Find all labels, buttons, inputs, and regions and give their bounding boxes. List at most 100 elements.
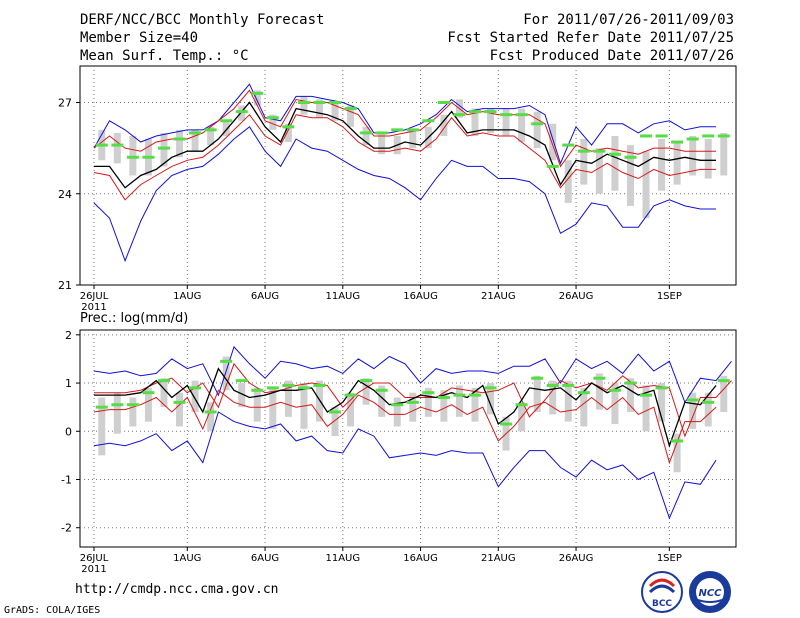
temp-member-marker	[406, 128, 419, 132]
member-size-label: Member Size=40	[80, 30, 199, 46]
prec-member-marker	[406, 400, 419, 404]
temp-member-marker	[344, 107, 357, 111]
prec-spread-bar	[222, 356, 230, 391]
temp-xtick-label: 26AUG	[559, 291, 594, 302]
prec-member-marker	[313, 383, 326, 387]
temp-member-marker	[142, 155, 155, 159]
prec-member-marker	[453, 393, 466, 397]
temp-spread-bar	[269, 114, 277, 130]
temp-ytick-label: 21	[58, 279, 72, 292]
temp-xtick-label: 21AUG	[481, 291, 516, 302]
prec-spread-bar	[315, 380, 323, 422]
prec-xtick-label: 1AUG	[173, 553, 201, 564]
prec-spread-bar	[98, 397, 106, 456]
prec-member-marker	[484, 386, 497, 390]
temp-spread-bar	[673, 142, 681, 185]
temp-member-marker	[360, 131, 373, 135]
temp-member-marker	[173, 137, 186, 141]
temp-frame	[79, 65, 737, 286]
prec-panel-title: Prec.: log(mm/d)	[80, 311, 188, 326]
temp-xtick-label: 1AUG	[173, 291, 201, 302]
prec-xtick-label: 16AUG	[403, 553, 438, 564]
chart-title: DERF/NCC/BCC Monthly Forecast	[80, 12, 325, 28]
prec-xtick-label: 21AUG	[481, 553, 516, 564]
prec-member-marker	[282, 383, 295, 387]
temp-spread-bar	[176, 129, 184, 158]
prec-spread-bar	[720, 375, 728, 412]
prec-spread-bar	[191, 380, 199, 412]
temp-xtick-label: 1SEP	[657, 291, 682, 302]
temp-spread-bar	[595, 148, 603, 194]
temp-spread-bar	[689, 135, 697, 176]
temp-member-marker	[189, 131, 202, 135]
forecast-started-label: Fcst Started Refer Date 2011/07/25	[447, 30, 734, 46]
temp-spread-bar	[487, 108, 495, 133]
temp-spread-bar	[253, 90, 261, 106]
temp-spread-bar	[284, 123, 292, 143]
source-url[interactable]: http://cmdp.ncc.cma.gov.cn	[75, 582, 279, 597]
prec-spread-bar	[253, 387, 261, 422]
temp-xtick-label: 16AUG	[403, 291, 438, 302]
temp-spread-bar	[362, 126, 370, 146]
prec-p90-line	[94, 362, 732, 438]
prec-spread-bar	[409, 392, 417, 422]
prec-spread-bar	[347, 392, 355, 427]
temp-member-marker	[204, 128, 217, 132]
prec-spread-bar	[424, 387, 432, 417]
temp-member-marker	[391, 128, 404, 132]
temp-member-marker	[297, 101, 310, 104]
prec-min-line	[93, 411, 717, 520]
prec-spread-bar	[580, 387, 588, 427]
temp-spread-bar	[222, 120, 230, 136]
forecast-range-label: For 2011/07/26-2011/09/03	[523, 12, 734, 28]
temp-p10-line	[93, 113, 716, 201]
prec-member-marker	[173, 400, 186, 404]
prec-member-marker	[157, 379, 170, 383]
prec-member-marker	[251, 388, 264, 392]
temp-max-line	[93, 83, 716, 165]
prec-member-marker	[562, 383, 575, 387]
temp-spread-bar	[518, 108, 526, 143]
temp-member-marker	[577, 149, 590, 153]
prec-spread-bar	[160, 378, 168, 408]
prec-ytick-label: 2	[65, 329, 72, 342]
prec-max-line	[93, 345, 732, 404]
temp-member-marker	[624, 155, 637, 159]
prec-member-marker	[593, 376, 606, 380]
temp-spread-bar	[658, 139, 666, 191]
prec-member-marker	[126, 403, 139, 407]
prec-member-marker	[266, 386, 279, 390]
temp-spread-bar	[720, 132, 728, 176]
temp-spread-bar	[502, 108, 510, 136]
prec-member-marker	[702, 400, 715, 404]
temp-member-marker	[95, 143, 108, 147]
prec-spread-bar	[487, 383, 495, 415]
prec-spread-bar	[238, 383, 246, 408]
temp-spread-bar	[315, 99, 323, 118]
temp-member-marker	[329, 101, 342, 104]
temp-spread-bar	[611, 135, 619, 191]
temp-member-marker	[671, 140, 684, 144]
prec-xtick-label: 11AUG	[325, 553, 360, 564]
temp-member-marker	[484, 110, 497, 114]
prec-xtick-label: 1SEP	[657, 553, 682, 564]
prec-member-marker	[577, 391, 590, 395]
prec-spread-bar	[176, 392, 184, 427]
temp-spread-bar	[533, 111, 541, 149]
temp-xtick-sublabel: 2011	[81, 302, 106, 313]
temp-member-marker	[608, 152, 621, 156]
prec-member-marker	[686, 398, 699, 402]
temp-member-marker	[655, 134, 668, 138]
temp-spread-bar	[238, 105, 246, 121]
prec-spread-bar	[378, 385, 386, 417]
temp-member-marker	[515, 113, 528, 117]
ncc-logo: NCC	[688, 570, 732, 614]
prec-spread-bar	[393, 397, 401, 427]
temp-mean-line	[94, 101, 716, 189]
prec-member-marker	[468, 393, 481, 397]
prec-member-marker	[655, 386, 668, 390]
prec-spread-bar	[704, 392, 712, 427]
prec-xtick-label: 6AUG	[251, 553, 279, 564]
prec-spread-bar	[331, 407, 339, 437]
